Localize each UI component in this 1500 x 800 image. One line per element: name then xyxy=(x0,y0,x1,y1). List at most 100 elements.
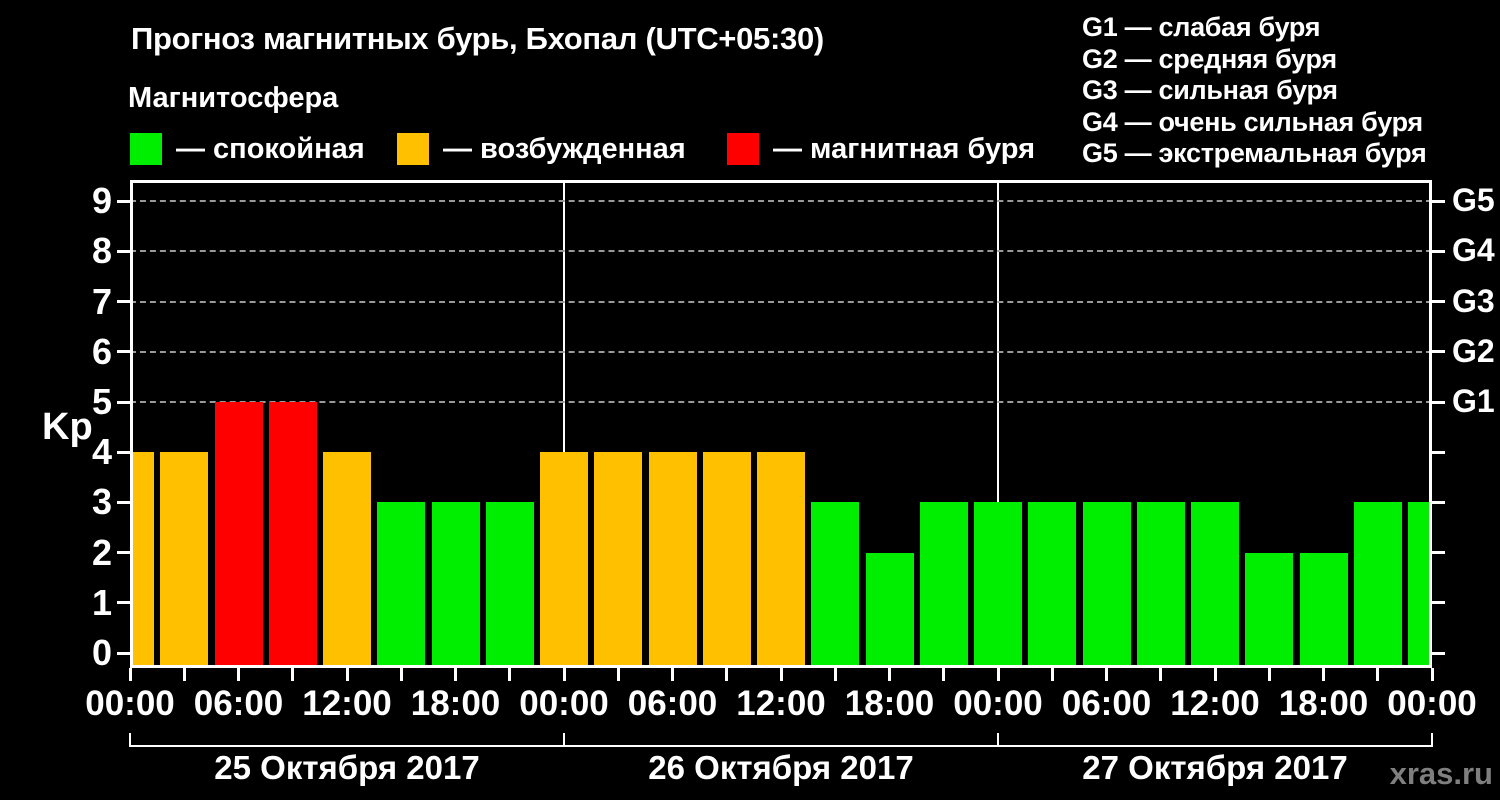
x-tick-label: 06:00 xyxy=(1061,684,1152,723)
x-tick xyxy=(616,668,620,681)
x-tick-label: 00:00 xyxy=(85,684,175,723)
date-bracket xyxy=(130,745,564,747)
kp-bar xyxy=(648,452,697,668)
x-tick xyxy=(942,668,946,681)
legend-item-quiet: — спокойная xyxy=(130,132,365,166)
x-tick xyxy=(128,668,132,681)
x-tick xyxy=(888,668,891,681)
y-tick-right xyxy=(1432,551,1445,555)
plot-border xyxy=(130,180,1432,668)
x-tick xyxy=(454,668,457,681)
kp-bar xyxy=(1245,552,1294,668)
x-tick xyxy=(1430,668,1434,681)
x-tick-label: 06:00 xyxy=(193,684,284,723)
x-tick-label: 06:00 xyxy=(627,684,718,723)
excited-label: — возбужденная xyxy=(443,132,686,165)
x-tick-label: 00:00 xyxy=(953,684,1043,723)
day-separator xyxy=(563,180,565,668)
y-tick-label-2: 2 xyxy=(91,531,112,573)
day-separator xyxy=(997,180,999,668)
kp-bar xyxy=(757,452,805,668)
y-tick-left xyxy=(117,199,130,203)
right-axis-label-G3: G3 xyxy=(1452,282,1495,319)
storm-label: — магнитная буря xyxy=(773,132,1036,165)
date-bracket-tick xyxy=(563,733,565,747)
date-bracket xyxy=(998,745,1432,747)
y-tick-right xyxy=(1432,400,1445,404)
kp-bar xyxy=(865,552,914,668)
y-tick-left xyxy=(117,350,130,354)
kp-bar xyxy=(540,452,588,668)
x-tick xyxy=(508,668,512,681)
y-tick-right xyxy=(1432,249,1445,253)
y-tick-left xyxy=(117,300,130,304)
x-tick xyxy=(996,668,1000,681)
x-tick xyxy=(671,668,674,681)
kp-bar xyxy=(1353,502,1402,668)
y-tick-right xyxy=(1432,199,1445,203)
g-scale-legend: G1 — слабая буря G2 — средняя буря G3 — … xyxy=(1082,12,1427,170)
plot-area xyxy=(130,180,1432,668)
excited-swatch xyxy=(397,133,429,165)
kp-bar xyxy=(1028,502,1077,668)
y-tick-label-5: 5 xyxy=(91,381,112,422)
quiet-label: — спокойная xyxy=(176,132,365,165)
date-bracket-tick xyxy=(129,733,131,747)
x-tick-label: 18:00 xyxy=(1278,684,1369,723)
x-tick xyxy=(1267,668,1271,681)
g2-legend-line: G2 — средняя буря xyxy=(1082,43,1337,74)
g1-legend-line: G1 — слабая буря xyxy=(1082,12,1321,42)
x-tick xyxy=(562,668,566,681)
g4-legend-line: G4 — очень сильная буря xyxy=(1082,106,1423,137)
y-tick-right xyxy=(1432,450,1445,454)
legend-item-excited: — возбужденная xyxy=(397,132,686,166)
x-tick-label: 18:00 xyxy=(410,684,501,723)
kp-bar xyxy=(919,502,968,668)
x-tick xyxy=(1159,668,1163,681)
kp-bar xyxy=(811,502,860,668)
x-tick xyxy=(399,668,403,681)
y-tick-right xyxy=(1432,300,1445,304)
magnetosphere-label: Магнитосфера xyxy=(128,82,339,114)
kp-bar xyxy=(1408,502,1432,668)
x-tick-label: 12:00 xyxy=(302,684,392,723)
date-bracket-tick xyxy=(997,733,999,747)
kp-bar xyxy=(160,452,209,668)
date-bracket-tick xyxy=(1431,733,1433,747)
kp-bar xyxy=(1136,502,1185,668)
y-tick-right xyxy=(1432,651,1445,655)
y-tick-right xyxy=(1432,350,1445,354)
kp-bar xyxy=(974,502,1022,668)
x-tick-label: 00:00 xyxy=(519,684,609,723)
kp-bar xyxy=(485,502,534,668)
x-tick-label: 12:00 xyxy=(736,684,826,723)
x-tick-label: 18:00 xyxy=(844,684,935,723)
y-tick-left xyxy=(117,551,130,555)
y-tick-label-7: 7 xyxy=(91,280,112,322)
g3-legend-line: G3 — сильная буря xyxy=(1082,75,1338,106)
right-axis-label-G2: G2 xyxy=(1452,332,1495,369)
gridline-kp6 xyxy=(130,350,1432,353)
y-tick-label-4: 4 xyxy=(91,431,112,473)
kp-bar xyxy=(1082,502,1131,668)
y-tick-label-9: 9 xyxy=(91,180,112,222)
legend-item-storm: — магнитная буря xyxy=(727,132,1035,166)
x-tick xyxy=(725,668,729,681)
kp-bar xyxy=(1299,552,1348,668)
x-tick-label: 00:00 xyxy=(1387,684,1477,723)
kp-bar xyxy=(594,452,643,668)
kp-bar xyxy=(1191,502,1239,668)
y-tick-right xyxy=(1432,601,1445,605)
y-tick-label-1: 1 xyxy=(91,581,112,623)
x-tick xyxy=(1376,668,1380,681)
kp-bar xyxy=(130,452,154,668)
quiet-swatch xyxy=(130,133,162,165)
right-axis-label-G5: G5 xyxy=(1452,182,1495,219)
y-tick-label-8: 8 xyxy=(91,230,112,272)
kp-bar xyxy=(702,452,751,668)
y-axis-title: Kp xyxy=(42,406,93,448)
y-tick-label-0: 0 xyxy=(91,632,112,673)
x-tick xyxy=(1105,668,1108,681)
x-tick xyxy=(237,668,240,681)
gridline-kp9 xyxy=(130,200,1432,203)
